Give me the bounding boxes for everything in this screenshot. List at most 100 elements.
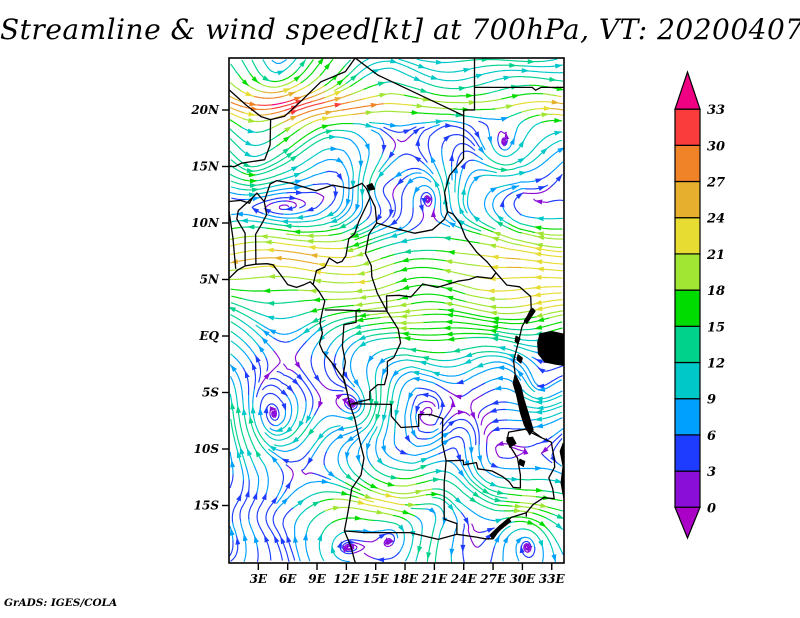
streamline-segment — [388, 156, 400, 167]
flow-arrow-icon — [354, 302, 363, 307]
flow-arrow-icon — [302, 327, 310, 334]
flow-arrow-icon — [306, 415, 312, 424]
streamline-segment — [387, 382, 391, 397]
streamline-segment — [398, 496, 414, 499]
streamline-segment — [235, 372, 242, 387]
streamline-segment — [254, 96, 270, 99]
flow-arrow-icon — [248, 192, 257, 198]
streamline-segment — [417, 426, 432, 434]
flow-arrow-icon — [358, 160, 364, 169]
streamline-segment — [520, 303, 536, 307]
streamline-segment — [375, 438, 378, 454]
flow-arrow-icon — [488, 243, 497, 249]
streamline-segment — [234, 425, 239, 441]
streamline-segment — [325, 438, 337, 453]
streamline-segment — [245, 241, 261, 244]
flow-arrow-icon — [541, 112, 550, 118]
streamline-segment — [422, 400, 436, 407]
flow-arrow-icon — [415, 138, 421, 146]
flow-arrow-icon — [473, 175, 481, 182]
flow-arrow-icon — [288, 91, 296, 97]
colorbar-level-label: 9 — [707, 393, 716, 408]
streamline-segment — [283, 363, 295, 373]
streamline-segment — [330, 212, 343, 220]
flow-arrow-icon — [236, 450, 242, 459]
streamline-segment — [506, 419, 522, 422]
streamline-segment — [457, 194, 461, 210]
streamline-segment — [229, 150, 241, 162]
streamline-segment — [478, 502, 492, 510]
streamline-segment — [262, 446, 274, 458]
streamline-segment — [459, 127, 473, 137]
flow-arrow-icon — [357, 499, 366, 505]
streamline-segment — [252, 387, 255, 403]
flow-arrow-icon — [493, 385, 502, 391]
streamline-segment — [382, 290, 397, 296]
streamline-segment — [459, 166, 464, 182]
streamline-segment — [455, 485, 468, 497]
streamline-segment — [304, 141, 318, 151]
streamline-segment — [548, 262, 564, 265]
flow-arrow-icon — [518, 139, 525, 148]
flow-arrow-icon — [460, 544, 466, 553]
streamline-segment — [407, 172, 422, 177]
streamline-segment — [232, 521, 237, 536]
country-border — [229, 119, 272, 168]
flow-arrow-icon — [519, 170, 527, 176]
streamline-segment — [374, 505, 390, 510]
streamline-segment — [418, 442, 434, 447]
streamline-segment — [380, 299, 398, 303]
streamline-segment — [255, 276, 271, 279]
streamline-segment — [421, 379, 437, 385]
streamline-segment — [464, 263, 480, 267]
streamline-segment — [241, 59, 251, 75]
flow-arrow-icon — [353, 330, 362, 335]
streamline-segment — [244, 342, 256, 356]
streamline-segment — [256, 477, 260, 493]
streamline-segment — [438, 70, 456, 73]
x-axis-tick-label: 12E — [333, 572, 360, 586]
colorbar-level-label: 30 — [707, 139, 725, 154]
streamline-arrows-layer — [229, 58, 564, 563]
streamline-segment — [337, 506, 353, 509]
streamline-segment — [502, 191, 514, 205]
streamline-segment — [296, 289, 312, 292]
streamline-segment — [443, 479, 458, 488]
streamline-segment — [470, 370, 485, 379]
streamline-segment — [274, 394, 285, 406]
streamline-segment — [229, 128, 242, 139]
streamline-segment — [408, 207, 414, 224]
flow-arrow-icon — [376, 457, 384, 466]
streamline-segment — [464, 322, 480, 326]
country-border — [254, 201, 268, 265]
streamline-segment — [462, 198, 468, 214]
flow-arrow-icon — [557, 147, 564, 154]
streamline-segment — [490, 143, 501, 156]
flow-arrow-icon — [450, 399, 456, 408]
streamline-segment — [453, 224, 468, 231]
streamline-segment — [282, 300, 300, 304]
flow-arrow-icon — [389, 219, 398, 226]
streamline-segment — [229, 268, 243, 272]
streamline-segment — [256, 429, 266, 442]
flow-arrow-icon — [389, 209, 394, 217]
streamline-segment — [473, 416, 480, 432]
streamline-segment — [547, 277, 563, 279]
streamline-segment — [547, 254, 563, 258]
streamline-segment — [265, 134, 279, 144]
streamline-segment — [436, 169, 443, 184]
streamline-segment — [462, 253, 478, 256]
streamline-segment — [324, 306, 340, 310]
streamline-segment — [251, 59, 261, 75]
flow-arrow-icon — [370, 483, 379, 489]
streamline-segment — [349, 98, 364, 103]
flow-arrow-icon — [490, 399, 499, 405]
streamline-segment — [483, 79, 498, 85]
streamline-segment — [398, 539, 405, 554]
streamline-segment — [480, 420, 483, 426]
streamline-segment — [428, 83, 443, 89]
streamline-segment — [466, 229, 481, 235]
flow-arrow-icon — [284, 126, 292, 133]
streamline-segment — [507, 222, 522, 230]
streamline-segment — [519, 295, 535, 299]
